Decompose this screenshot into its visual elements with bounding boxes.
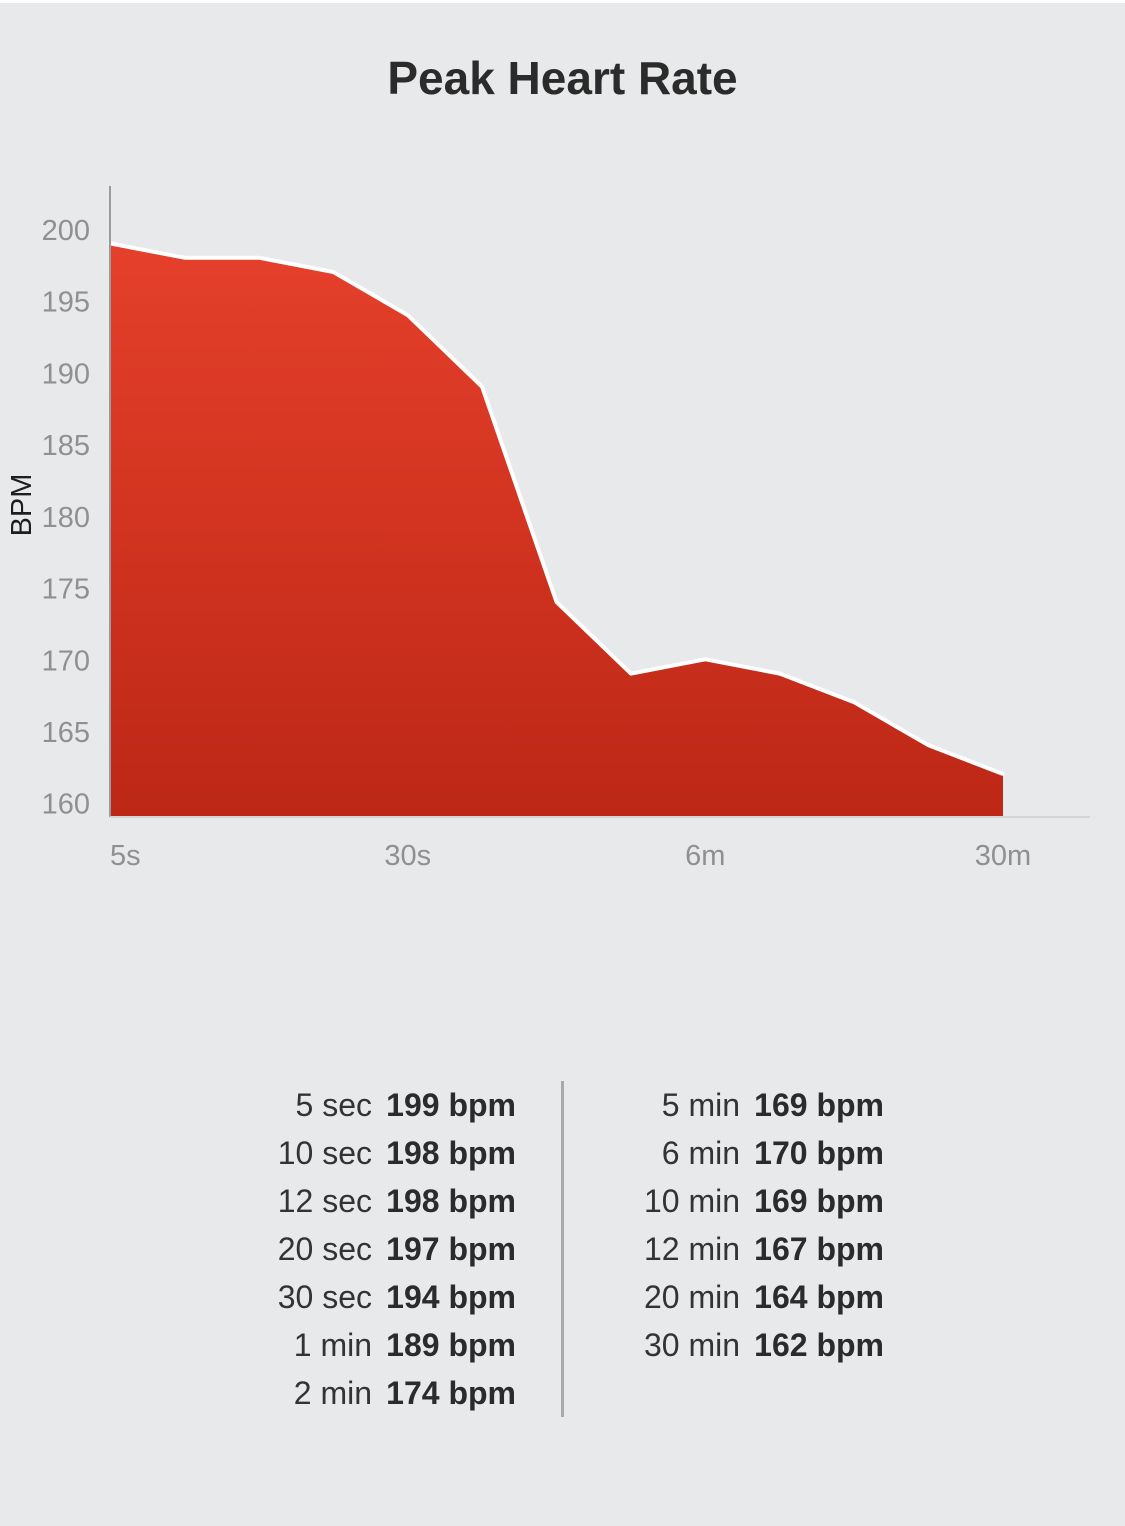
stat-row: 5 min 169 bpm xyxy=(548,1079,884,1127)
stat-row: 6 min 170 bpm xyxy=(548,1127,884,1175)
stat-value: 167 bpm xyxy=(754,1231,884,1267)
stat-row: 30 min 162 bpm xyxy=(548,1319,884,1367)
stats-divider xyxy=(561,1081,564,1417)
peak-stats: 5 sec 199 bpm 10 sec 198 bpm 12 sec 198 bpm 20… xyxy=(0,1079,1125,1419)
data-point-10-sec xyxy=(182,256,186,260)
stat-duration: 12 sec xyxy=(277,1183,372,1219)
stat-row: 20 min 164 bpm xyxy=(548,1271,884,1319)
y-tick-label: 200 xyxy=(42,215,90,247)
stat-row: 12 sec 198 bpm xyxy=(180,1175,516,1223)
x-tick-label: 5s xyxy=(110,840,141,872)
stat-duration: 1 min xyxy=(293,1327,372,1363)
data-point-5-min xyxy=(629,672,633,676)
y-tick-label: 170 xyxy=(42,645,90,677)
data-point-12-min xyxy=(852,700,856,704)
stat-duration: 30 sec xyxy=(277,1279,372,1315)
data-point-20-min xyxy=(927,743,931,747)
stat-row: 30 sec 194 bpm xyxy=(180,1271,516,1319)
stat-duration: 6 min xyxy=(661,1135,740,1171)
stat-value: 170 bpm xyxy=(754,1135,884,1171)
stat-row: 5 sec 199 bpm xyxy=(180,1079,516,1127)
y-tick-label: 175 xyxy=(42,574,90,606)
y-axis-label: BPM xyxy=(6,474,38,537)
y-tick-label: 195 xyxy=(42,287,90,319)
x-tick-label: 30m xyxy=(975,840,1031,872)
stat-value: 198 bpm xyxy=(386,1135,516,1171)
data-point-6-min xyxy=(703,657,707,661)
stat-duration: 30 min xyxy=(643,1327,740,1363)
data-point-2-min xyxy=(555,600,558,604)
stat-value: 199 bpm xyxy=(386,1087,516,1123)
stat-duration: 10 sec xyxy=(277,1135,372,1171)
stat-duration: 20 sec xyxy=(277,1231,372,1267)
stat-value: 197 bpm xyxy=(386,1231,516,1267)
stat-duration: 10 min xyxy=(643,1183,740,1219)
y-tick-label: 160 xyxy=(42,789,90,821)
data-point-30-sec xyxy=(406,313,410,317)
y-tick-label: 185 xyxy=(42,430,90,462)
stats-column-left: 5 sec 199 bpm 10 sec 198 bpm 12 sec 198 bpm 20… xyxy=(180,1079,516,1415)
stat-value: 169 bpm xyxy=(754,1087,884,1123)
data-point-12-sec xyxy=(257,256,261,260)
data-point-30-min xyxy=(1001,772,1005,776)
stat-row: 10 sec 198 bpm xyxy=(180,1127,516,1175)
stat-row: 12 min 167 bpm xyxy=(548,1223,884,1271)
chart-title: Peak Heart Rate xyxy=(387,52,738,104)
stat-row: 10 min 169 bpm xyxy=(548,1175,884,1223)
stat-duration: 2 min xyxy=(293,1375,372,1411)
stat-value: 194 bpm xyxy=(386,1279,516,1315)
stat-row: 2 min 174 bpm xyxy=(180,1367,516,1415)
y-tick-label: 180 xyxy=(42,502,90,534)
stat-duration: 12 min xyxy=(643,1231,740,1267)
data-point-20-sec xyxy=(331,270,335,274)
stat-value: 162 bpm xyxy=(754,1327,884,1363)
y-tick-label: 165 xyxy=(42,717,90,749)
stat-value: 169 bpm xyxy=(754,1183,884,1219)
x-tick-label: 6m xyxy=(685,840,725,872)
y-tick-label: 190 xyxy=(42,358,90,390)
data-point-1-min xyxy=(480,385,484,389)
stat-value: 198 bpm xyxy=(386,1183,516,1219)
stat-value: 189 bpm xyxy=(386,1327,516,1363)
series-area xyxy=(110,243,1003,817)
stat-value: 174 bpm xyxy=(386,1375,516,1411)
stat-row: 1 min 189 bpm xyxy=(180,1319,516,1367)
stats-column-right: 5 min 169 bpm 6 min 170 bpm 10 min 169 bpm 12 … xyxy=(548,1079,884,1367)
stat-duration: 5 sec xyxy=(295,1087,372,1123)
stat-value: 164 bpm xyxy=(754,1279,884,1315)
stat-row: 20 sec 197 bpm xyxy=(180,1223,516,1271)
heart-rate-chart: 160 165 170 175 180 185 190 195 200 5s 30s 6m 30m BPM xyxy=(6,186,1090,872)
x-tick-label: 30s xyxy=(384,840,431,872)
stat-duration: 20 min xyxy=(643,1279,740,1315)
data-point-10-min xyxy=(778,672,782,676)
stat-duration: 5 min xyxy=(661,1087,740,1123)
